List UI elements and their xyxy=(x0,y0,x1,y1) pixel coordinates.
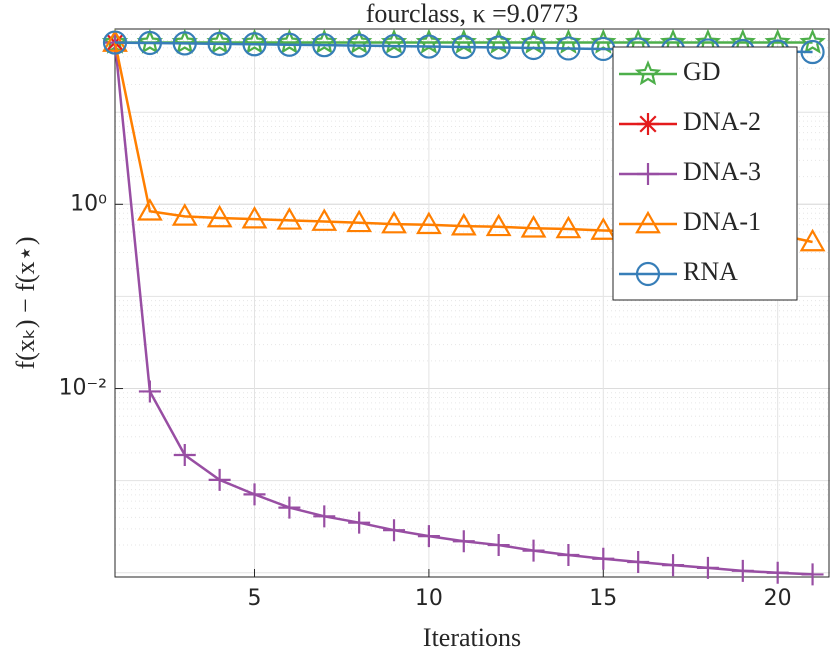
marker xyxy=(173,443,196,466)
marker xyxy=(276,28,303,54)
marker xyxy=(172,31,197,56)
marker xyxy=(346,209,373,233)
marker xyxy=(555,215,582,239)
marker xyxy=(662,554,685,577)
marker xyxy=(696,556,719,579)
marker xyxy=(416,211,442,235)
marker xyxy=(348,511,371,534)
marker xyxy=(278,496,301,519)
marker xyxy=(312,33,337,58)
legend-label: DNA-2 xyxy=(683,107,761,136)
marker xyxy=(799,28,826,54)
marker xyxy=(102,30,128,55)
plot-frame xyxy=(114,28,830,578)
marker xyxy=(416,34,442,59)
legend-marker xyxy=(637,163,659,185)
marker xyxy=(381,210,407,234)
chart-title: fourclass, κ =9.0773 xyxy=(366,0,579,28)
marker xyxy=(485,213,512,237)
marker xyxy=(277,32,302,57)
marker xyxy=(241,28,268,54)
marker xyxy=(766,561,789,584)
marker xyxy=(627,550,650,573)
marker xyxy=(381,34,407,59)
marker xyxy=(243,483,266,506)
legend-marker xyxy=(635,210,661,234)
marker xyxy=(347,33,372,58)
legend-label: DNA-3 xyxy=(683,157,761,186)
legend-marker xyxy=(634,60,662,86)
x-tick-label: 10 xyxy=(415,586,443,611)
legend-marker xyxy=(635,261,661,287)
x-tick-label: 15 xyxy=(589,586,617,611)
marker xyxy=(206,28,233,54)
marker xyxy=(208,468,231,491)
marker xyxy=(521,35,546,60)
marker xyxy=(276,207,303,230)
marker xyxy=(383,519,406,542)
marker xyxy=(557,543,580,566)
marker xyxy=(313,505,336,528)
marker xyxy=(136,28,164,54)
marker xyxy=(801,563,824,586)
marker xyxy=(731,559,754,582)
marker xyxy=(452,530,475,553)
marker xyxy=(451,34,476,60)
x-tick-label: 5 xyxy=(248,586,262,611)
marker xyxy=(171,28,198,54)
y-tick-label: 10⁰ xyxy=(70,191,107,216)
legend-label: DNA-1 xyxy=(683,207,761,236)
y-axis-label: f(xₖ) − f(x⋆) xyxy=(11,237,40,370)
marker xyxy=(590,28,617,54)
marker xyxy=(590,217,617,240)
marker xyxy=(171,203,198,226)
marker xyxy=(800,39,825,65)
legend-marker xyxy=(637,113,659,135)
legend-label: RNA xyxy=(683,257,738,286)
marker xyxy=(487,534,510,557)
marker xyxy=(522,539,545,562)
marker xyxy=(450,212,477,236)
y-tick-label: 10⁻² xyxy=(59,376,107,401)
marker xyxy=(242,32,267,57)
x-tick-label: 20 xyxy=(764,586,792,611)
marker xyxy=(206,204,233,228)
marker xyxy=(556,36,581,61)
marker xyxy=(138,380,161,403)
marker xyxy=(592,547,615,570)
marker xyxy=(486,35,511,60)
marker xyxy=(799,228,826,252)
marker xyxy=(241,205,268,229)
marker xyxy=(102,29,128,52)
marker xyxy=(311,208,338,231)
legend-label: GD xyxy=(683,57,721,86)
marker xyxy=(417,525,440,548)
marker xyxy=(137,30,162,56)
x-axis-label: Iterations xyxy=(423,623,521,652)
marker xyxy=(136,198,163,221)
marker xyxy=(520,215,547,238)
marker xyxy=(207,31,232,56)
